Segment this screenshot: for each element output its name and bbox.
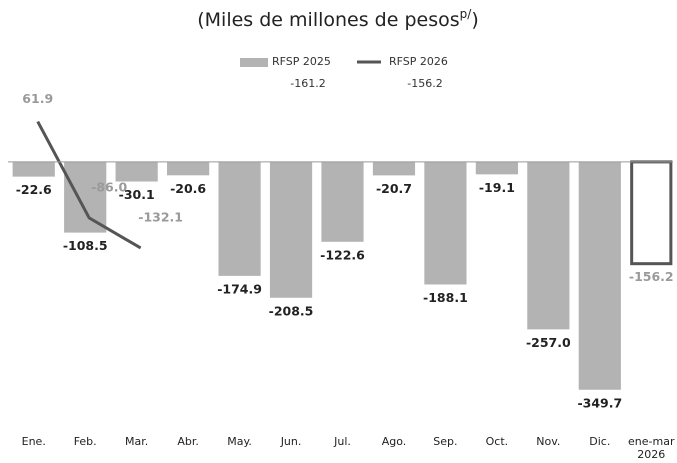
title-main: (Miles de millones de pesos xyxy=(197,9,459,31)
legend-label: RFSP 2026 xyxy=(389,55,448,68)
data-label: -188.1 xyxy=(423,290,468,305)
x-tick-label: Ago. xyxy=(382,435,407,448)
x-tick-label: Ene. xyxy=(22,435,46,448)
data-label: -86.0 xyxy=(91,179,127,194)
data-label: -349.7 xyxy=(577,395,622,410)
data-label: -156.2 xyxy=(629,269,674,284)
x-tick-label-line: ene-mar xyxy=(628,435,675,448)
x-tick-label: Nov. xyxy=(536,435,560,448)
x-tick-label: Dic. xyxy=(589,435,610,448)
x-tick-label: ene-mar 2026 xyxy=(628,435,675,461)
data-label: 61.9 xyxy=(22,91,53,106)
legend-note: -161.2 xyxy=(290,77,325,90)
bar xyxy=(12,161,55,177)
data-label: -132.1 xyxy=(138,209,183,224)
data-label: -108.5 xyxy=(63,238,108,253)
legend-label: RFSP 2025 xyxy=(272,55,331,68)
legend-note: -156.2 xyxy=(407,77,442,90)
data-label: -174.9 xyxy=(217,281,262,296)
chart-title: (Miles de millones de pesosp/) xyxy=(197,7,478,31)
x-tick-label: May. xyxy=(227,435,252,448)
x-tick-label: Mar. xyxy=(125,435,148,448)
bar xyxy=(527,161,570,330)
bar xyxy=(475,161,518,175)
bar xyxy=(578,161,621,390)
x-tick-label: Sep. xyxy=(433,435,457,448)
bar xyxy=(424,161,467,285)
bar xyxy=(218,161,261,276)
data-label: -19.1 xyxy=(479,180,515,195)
data-label: -257.0 xyxy=(526,335,571,350)
bar xyxy=(115,161,158,182)
title-close: ) xyxy=(471,9,478,31)
bar xyxy=(321,161,364,242)
x-tick-label: Jun. xyxy=(280,435,302,448)
bar xyxy=(167,161,210,176)
data-label: -30.1 xyxy=(119,187,155,202)
data-label: -20.6 xyxy=(170,181,206,196)
line xyxy=(36,120,142,250)
x-tick-label-line: 2026 xyxy=(637,448,665,461)
x-tick-label: Feb. xyxy=(74,435,97,448)
x-tick-label: Abr. xyxy=(177,435,199,448)
x-tick-label: Oct. xyxy=(486,435,509,448)
data-label: -20.7 xyxy=(376,181,412,196)
legend-swatch xyxy=(240,58,268,67)
x-tick-label: Jul. xyxy=(333,435,351,448)
bar xyxy=(630,160,673,266)
data-label: -122.6 xyxy=(320,247,365,262)
bar xyxy=(269,161,313,298)
title-superscript: p/ xyxy=(460,7,473,21)
bar xyxy=(64,161,107,233)
data-label: -22.6 xyxy=(16,182,52,197)
data-label: -208.5 xyxy=(269,303,314,318)
bar xyxy=(372,161,416,176)
